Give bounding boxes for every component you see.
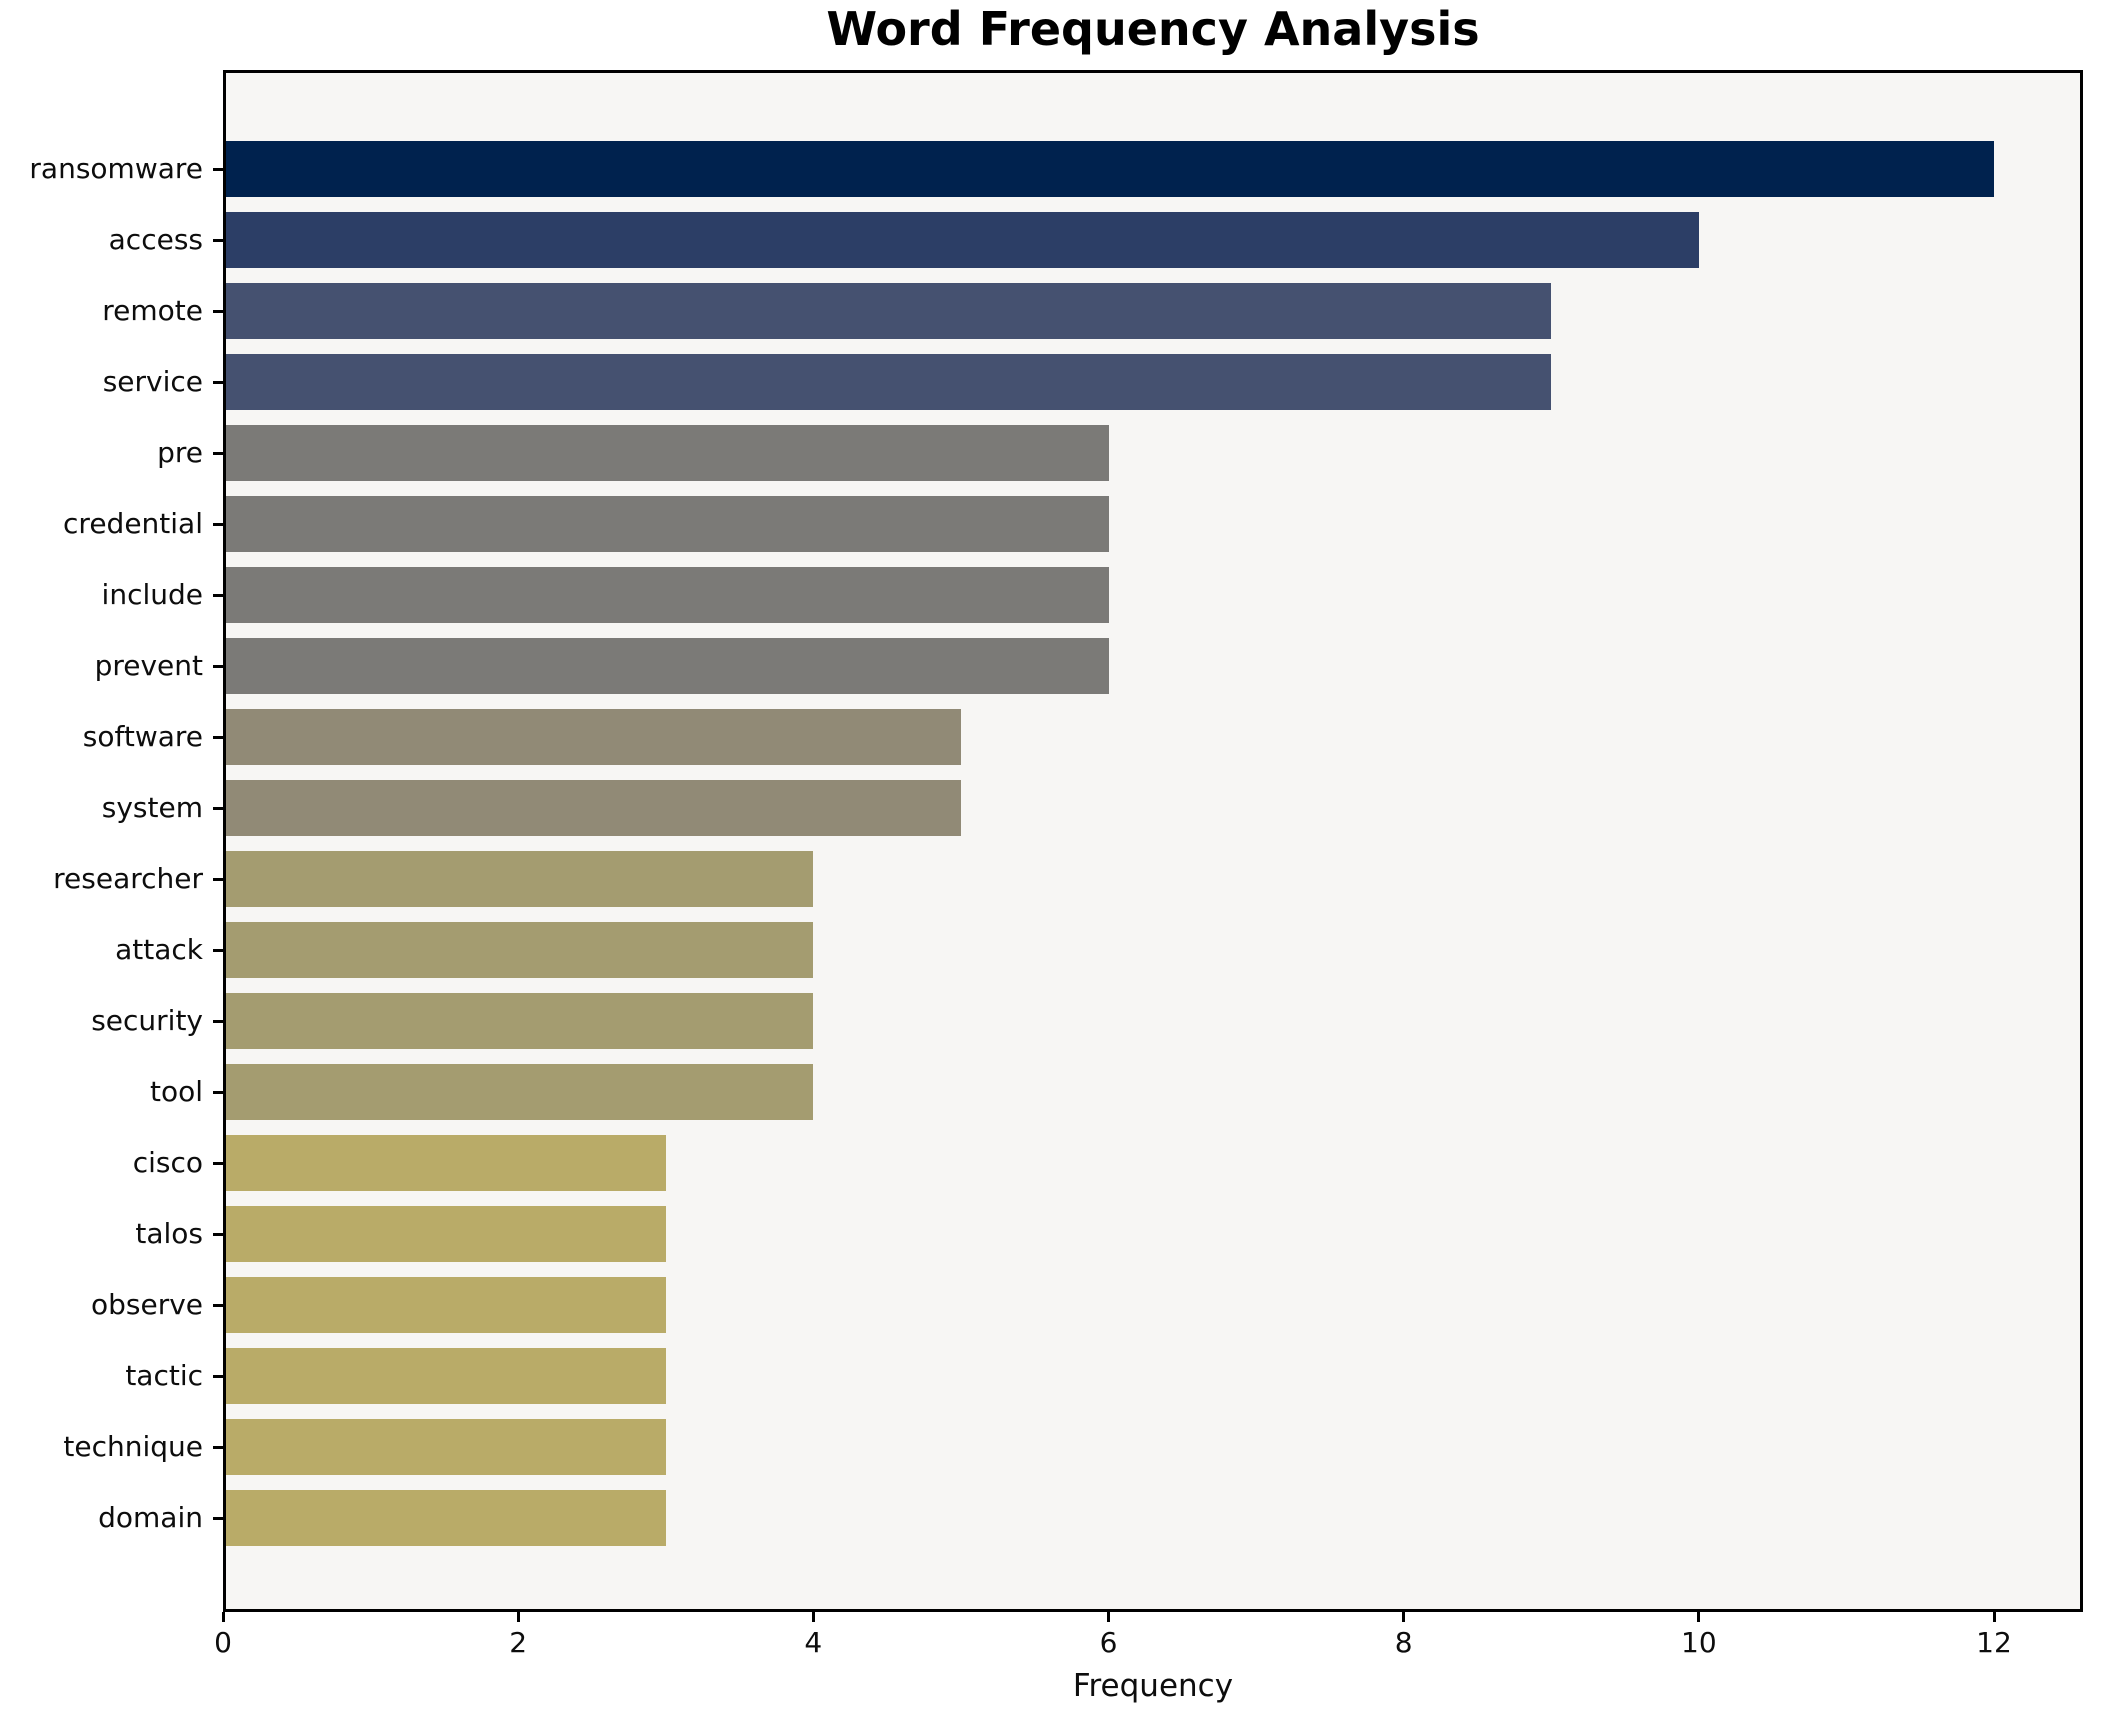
y-tick-credential [213,522,223,526]
y-label-software: software [82,719,203,753]
y-tick-include [213,593,223,597]
bar-service [223,354,1551,410]
bar-credential [223,496,1109,552]
y-tick-domain [213,1516,223,1520]
y-label-system: system [101,790,203,824]
x-tick-0 [221,1612,225,1622]
bar-system [223,780,961,836]
x-tick-label-10: 10 [1681,1626,1717,1659]
y-tick-tactic [213,1374,223,1378]
bar-access [223,212,1699,268]
bar-include [223,567,1109,623]
x-tick-8 [1402,1612,1406,1622]
y-tick-researcher [213,877,223,881]
y-tick-access [213,238,223,242]
y-label-security: security [91,1003,203,1037]
x-tick-12 [1992,1612,1996,1622]
y-label-tactic: tactic [125,1358,203,1392]
x-tick-label-0: 0 [214,1626,232,1659]
y-tick-technique [213,1445,223,1449]
y-label-remote: remote [102,293,203,327]
bar-remote [223,283,1551,339]
y-tick-service [213,380,223,384]
y-tick-pre [213,451,223,455]
bar-tactic [223,1348,666,1404]
y-label-prevent: prevent [94,648,203,682]
y-label-ransomware: ransomware [29,151,203,185]
y-tick-attack [213,948,223,952]
y-label-tool: tool [149,1074,203,1108]
y-label-talos: talos [135,1216,203,1250]
y-tick-prevent [213,664,223,668]
y-tick-remote [213,309,223,313]
bar-technique [223,1419,666,1475]
bar-talos [223,1206,666,1262]
x-axis-title: Frequency [1072,1668,1234,1704]
bar-pre [223,425,1109,481]
y-tick-software [213,735,223,739]
y-tick-observe [213,1303,223,1307]
bar-software [223,709,961,765]
x-tick-label-6: 6 [1099,1626,1118,1659]
bar-researcher [223,851,813,907]
x-tick-10 [1697,1612,1701,1622]
x-tick-4 [811,1612,815,1622]
y-label-domain: domain [98,1500,203,1534]
y-label-technique: technique [63,1429,203,1463]
y-label-pre: pre [157,435,203,469]
y-label-service: service [102,364,203,398]
x-tick-label-4: 4 [804,1626,823,1659]
x-tick-label-8: 8 [1394,1626,1413,1659]
y-tick-cisco [213,1161,223,1165]
y-label-cisco: cisco [132,1145,203,1179]
y-label-include: include [101,577,203,611]
bar-attack [223,922,813,978]
bar-security [223,993,813,1049]
y-label-observe: observe [90,1287,203,1321]
y-label-attack: attack [115,932,203,966]
y-tick-tool [213,1090,223,1094]
y-tick-ransomware [213,167,223,171]
x-tick-2 [516,1612,520,1622]
bar-tool [223,1064,813,1120]
bar-cisco [223,1135,666,1191]
y-label-credential: credential [63,506,203,540]
y-tick-security [213,1019,223,1023]
bar-ransomware [223,141,1994,197]
x-tick-6 [1107,1612,1110,1622]
y-label-access: access [108,222,203,256]
y-tick-talos [213,1232,223,1236]
bar-domain [223,1490,666,1546]
x-tick-label-12: 12 [1976,1626,2012,1659]
y-label-researcher: researcher [53,861,203,895]
x-tick-label-2: 2 [509,1626,528,1659]
y-tick-system [213,806,223,810]
chart-title: Word Frequency Analysis [826,2,1480,56]
bar-prevent [223,638,1109,694]
bar-observe [223,1277,666,1333]
